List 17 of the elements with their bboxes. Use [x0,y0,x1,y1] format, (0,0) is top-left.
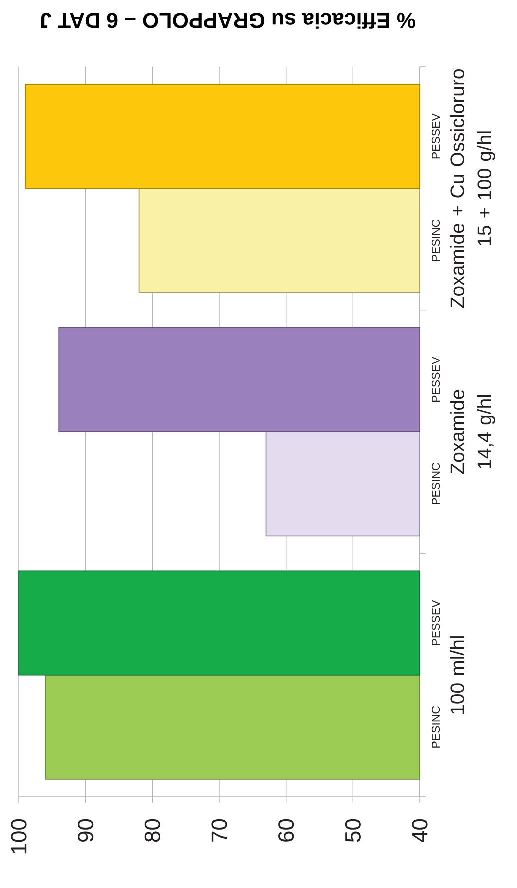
x-tick-label: 60 [278,819,294,842]
text: PESSEV [432,114,440,159]
x-tick-label: 80 [144,819,160,842]
y-tick-label: Zoxamide + Cu Ossicloruro 15 + 100 g/hl [450,70,496,308]
x-tick-label: 90 [78,819,94,842]
x-tick-label: 100 [11,819,27,854]
x-tick-label: 50 [345,819,361,842]
y-tick-label: Zoxamide 14,4 g/hl [450,390,496,474]
x-tick-label: 40 [412,819,428,843]
text: PESINC [432,463,440,505]
y-tick-label: 100 ml/hl [450,636,465,714]
text: PESINC [432,706,440,748]
x-tick-label: 70 [212,819,228,842]
text: PESINC [432,220,440,262]
chart-title: % Efficacia su GRAPPOLO – 6 DAT J [42,13,416,29]
text: PESSEV [432,600,440,646]
text: PESSEV [432,356,440,402]
